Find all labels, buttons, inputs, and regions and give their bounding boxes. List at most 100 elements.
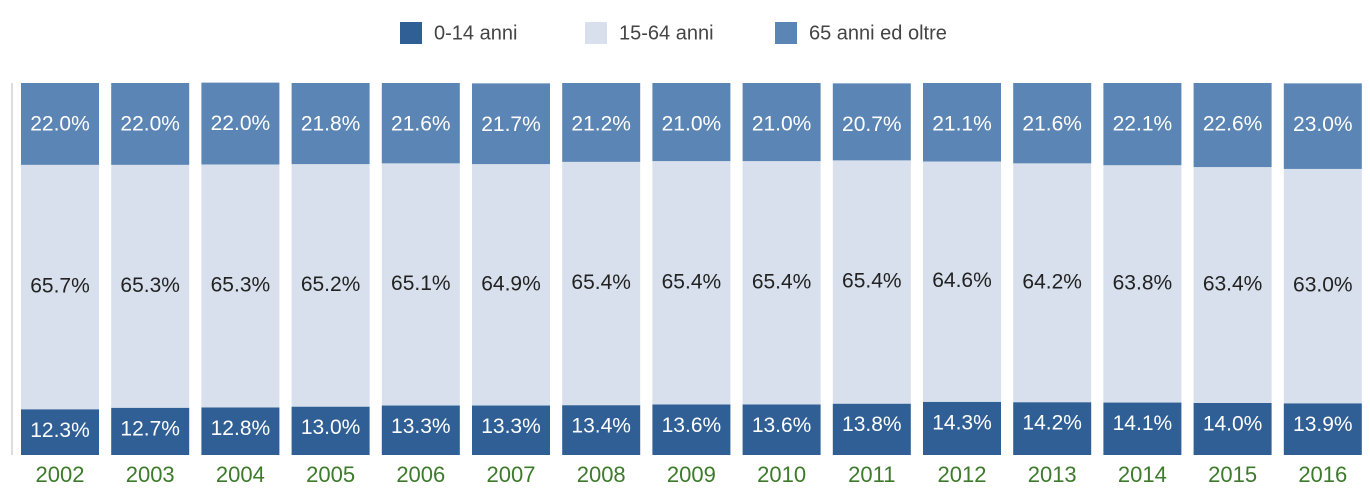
bar-segment (742, 404, 821, 455)
data-label: 64.6% (932, 269, 992, 292)
data-label: 65.1% (391, 272, 451, 295)
data-label: 22.6% (1203, 113, 1263, 136)
data-label: 14.1% (1113, 412, 1173, 435)
bar-segment (742, 161, 821, 405)
data-label: 12.3% (30, 419, 90, 442)
bar-segment (652, 83, 731, 162)
legend-swatch (400, 22, 422, 44)
bar-segment (1103, 165, 1182, 403)
data-label: 12.8% (211, 417, 271, 440)
x-tick-label: 2011 (848, 462, 895, 487)
bar-segment (1103, 83, 1182, 166)
bar-segment (1013, 83, 1092, 164)
data-label: 13.3% (391, 415, 451, 438)
bar-segment (291, 406, 370, 455)
x-tick-label: 2009 (667, 462, 716, 487)
bar-segment (1103, 402, 1182, 455)
bar-segment (832, 160, 911, 404)
data-label: 65.4% (662, 270, 722, 293)
data-label: 65.4% (571, 271, 631, 294)
data-label: 13.3% (481, 415, 541, 438)
data-label: 65.3% (120, 274, 180, 297)
bar-segment (1013, 402, 1092, 455)
bar-segment (832, 83, 911, 161)
bar-segment (381, 163, 460, 406)
bar-segment (652, 161, 731, 405)
data-label: 64.2% (1022, 270, 1082, 293)
x-tick-label: 2002 (36, 462, 85, 487)
data-label: 65.4% (842, 270, 902, 293)
x-tick-label: 2015 (1208, 462, 1257, 487)
data-label: 14.0% (1203, 412, 1263, 435)
bar-segment (562, 83, 641, 162)
x-tick-label: 2013 (1028, 462, 1077, 487)
legend-label: 65 anni ed oltre (809, 22, 947, 44)
data-label: 13.6% (662, 414, 722, 437)
bar-segment (562, 161, 641, 406)
data-label: 21.0% (662, 113, 722, 136)
bar-segment (291, 83, 370, 165)
data-label: 63.4% (1203, 273, 1263, 296)
data-label: 65.3% (211, 273, 271, 296)
bar-segment (1283, 403, 1362, 455)
data-label: 14.3% (932, 411, 992, 434)
bar-segment (381, 405, 460, 455)
data-label: 63.0% (1293, 274, 1353, 297)
data-label: 12.7% (120, 417, 180, 440)
x-tick-label: 2007 (487, 462, 536, 487)
x-tick-label: 2010 (757, 462, 806, 487)
bar-segment (472, 83, 550, 165)
data-label: 21.6% (391, 113, 451, 136)
data-label: 13.6% (752, 414, 812, 437)
bar-segment (832, 403, 911, 455)
bar-segment (1193, 83, 1272, 168)
bar-segment (923, 401, 1001, 455)
data-label: 22.0% (211, 112, 271, 135)
data-label: 64.9% (481, 272, 541, 295)
bar-segment (652, 404, 731, 455)
data-label: 21.8% (301, 113, 361, 136)
bar-segment (21, 409, 99, 455)
legend-label: 15-64 anni (619, 22, 714, 44)
bar-segment (21, 83, 99, 165)
data-label: 63.8% (1113, 271, 1173, 294)
data-label: 65.7% (30, 275, 90, 298)
data-label: 23.0% (1293, 113, 1353, 136)
bar-segment (923, 83, 1001, 162)
x-tick-label: 2008 (577, 462, 626, 487)
data-label: 65.2% (301, 273, 361, 296)
x-tick-label: 2003 (126, 462, 175, 487)
bar-segment (21, 164, 99, 410)
data-label: 20.7% (842, 113, 902, 136)
bar-segment (201, 82, 280, 165)
bar-segment (291, 164, 370, 407)
bar-segment (111, 83, 190, 165)
bar-segment (201, 164, 280, 408)
bar-segment (1193, 167, 1272, 403)
legend-swatch (775, 22, 797, 44)
bar-segment (1193, 402, 1272, 455)
x-tick-label: 2014 (1118, 462, 1167, 487)
legend-swatch (585, 22, 607, 44)
data-label: 22.0% (120, 113, 180, 136)
bar-segment (923, 161, 1001, 402)
bar-segment (111, 164, 190, 408)
data-label: 14.2% (1022, 412, 1082, 435)
bar-segment (1283, 168, 1362, 404)
legend-label: 0-14 anni (434, 22, 517, 44)
bar-segment (742, 83, 821, 162)
data-label: 13.8% (842, 413, 902, 436)
bar-segment (201, 407, 280, 455)
data-label: 22.1% (1113, 113, 1173, 136)
data-label: 21.6% (1022, 113, 1082, 136)
data-label: 13.4% (571, 415, 631, 438)
x-tick-label: 2006 (396, 462, 445, 487)
x-tick-label: 2005 (306, 462, 355, 487)
bar-segment (472, 164, 550, 406)
data-label: 21.2% (571, 113, 631, 136)
data-label: 21.0% (752, 113, 812, 136)
bar-segment (472, 405, 550, 455)
bar-segment (1283, 83, 1362, 169)
